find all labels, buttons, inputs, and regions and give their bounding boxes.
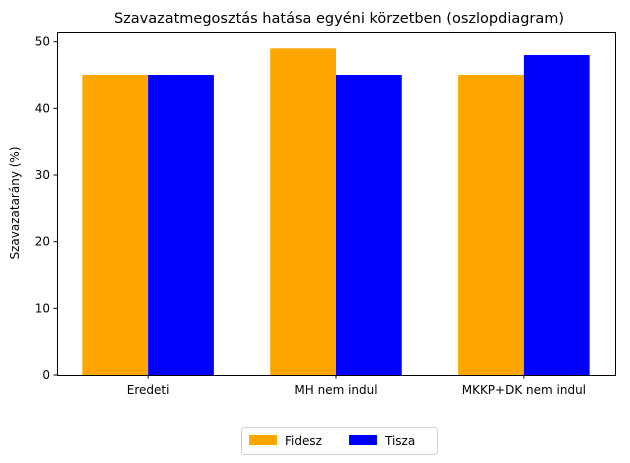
legend-label-tisza: Tisza bbox=[384, 434, 415, 448]
bar-fidesz-0 bbox=[82, 75, 149, 375]
x-tick-label: Eredeti bbox=[127, 383, 170, 397]
legend-label-fidesz: Fidesz bbox=[285, 434, 322, 448]
y-axis-title: Szavazatarány (%) bbox=[8, 146, 22, 259]
x-axis-ticks: Eredeti MH nem indul MKKP+DK nem indul bbox=[127, 375, 586, 397]
y-tick-label: 10 bbox=[35, 301, 50, 315]
bar-fidesz-2 bbox=[458, 75, 524, 375]
y-axis-ticks: 0 10 20 30 40 50 bbox=[35, 35, 57, 382]
y-tick-label: 30 bbox=[35, 168, 50, 182]
y-tick-label: 40 bbox=[35, 101, 50, 115]
plot-frame bbox=[57, 32, 616, 376]
chart-title: Szavazatmegosztás hatása egyéni körzetbe… bbox=[114, 11, 564, 27]
y-tick-label: 20 bbox=[35, 235, 50, 249]
y-tick-label: 50 bbox=[35, 35, 50, 49]
legend-box bbox=[241, 427, 438, 455]
bars-group bbox=[82, 48, 590, 375]
x-tick-label: MKKP+DK nem indul bbox=[462, 383, 586, 397]
bar-tisza-0 bbox=[148, 75, 214, 375]
bar-fidesz-1 bbox=[270, 48, 336, 375]
x-tick-label: MH nem indul bbox=[294, 383, 377, 397]
bar-tisza-1 bbox=[336, 75, 402, 375]
bar-tisza-2 bbox=[523, 55, 590, 375]
legend: Fidesz Tisza bbox=[241, 427, 438, 455]
legend-swatch-tisza bbox=[349, 435, 377, 445]
legend-swatch-fidesz bbox=[249, 435, 277, 445]
y-tick-label: 0 bbox=[42, 368, 50, 382]
